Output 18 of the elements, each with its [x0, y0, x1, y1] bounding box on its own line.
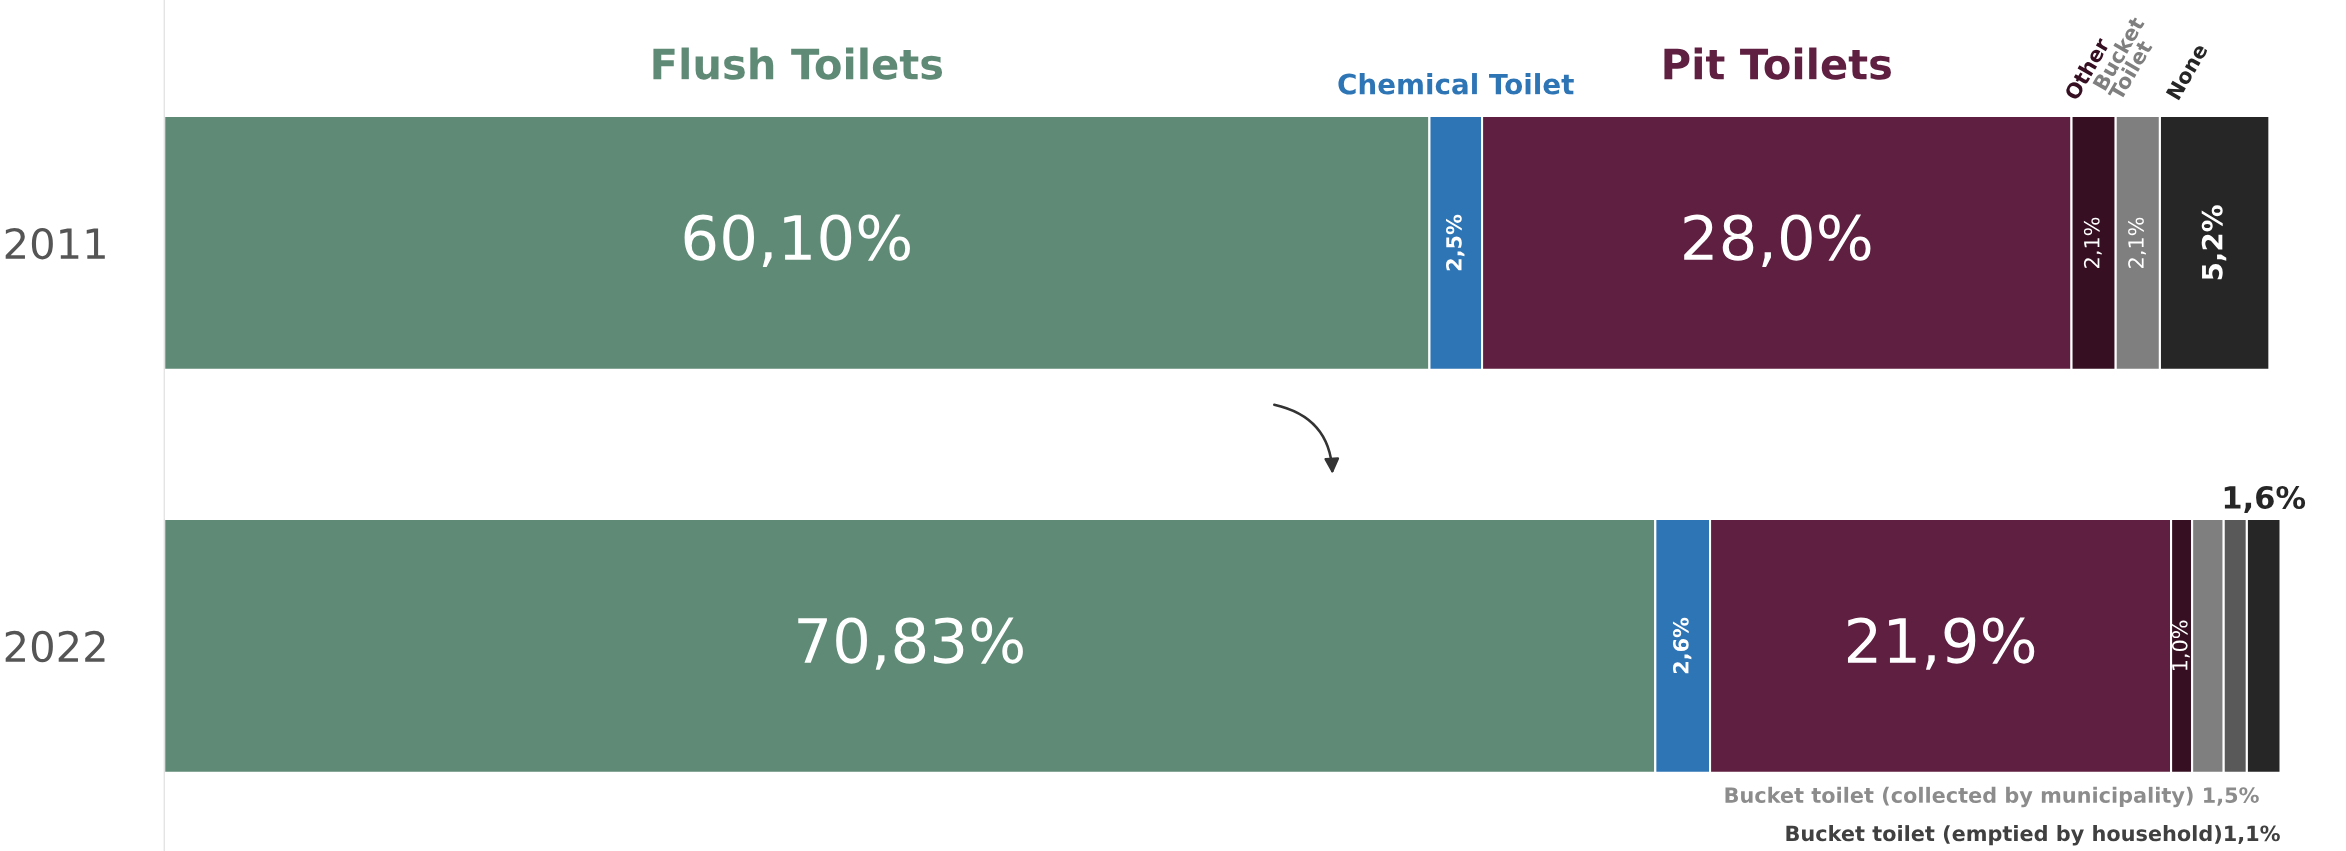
- annotation: Bucket toilet (emptied by household)1,1%: [1786, 825, 2280, 846]
- data-label: 2,1%: [2128, 217, 2146, 268]
- series-label: Flush Toilets: [653, 47, 943, 80]
- data-label: 28,0%: [1684, 214, 1871, 267]
- series-label: Pit Toilets: [1664, 47, 1891, 80]
- data-label: 2,6%: [1672, 617, 1692, 674]
- series-label: Chemical Toilet: [1338, 73, 1574, 95]
- data-label: 1,0%: [2171, 620, 2190, 671]
- data-label: 1,6%: [2224, 485, 2306, 513]
- data-label: 5,2%: [2201, 205, 2227, 280]
- data-label: 70,83%: [798, 617, 1023, 670]
- data-label: 60,10%: [684, 214, 910, 267]
- y-tick-label: 2022: [5, 630, 105, 663]
- annotation: Bucket toilet (collected by municipality) 1,5%: [1725, 786, 2259, 808]
- data-label: 2,5%: [1446, 214, 1465, 271]
- data-label: 21,9%: [1847, 617, 2035, 670]
- data-label: 2,1%: [2083, 217, 2102, 268]
- y-tick-label: 2011: [5, 227, 105, 260]
